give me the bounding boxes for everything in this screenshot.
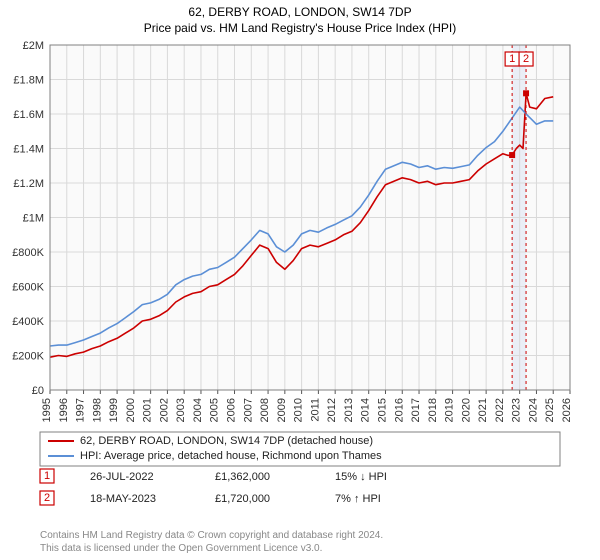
x-tick-label: 2007 [242,398,254,422]
y-tick-label: £400K [12,316,44,328]
x-tick-label: 2003 [175,398,187,422]
chart-title-line1: 62, DERBY ROAD, LONDON, SW14 7DP [188,5,411,19]
y-tick-label: £2M [23,40,44,52]
y-tick-label: £600K [12,282,44,294]
footer-line2: This data is licensed under the Open Gov… [40,543,322,554]
x-tick-label: 2011 [309,398,321,422]
x-tick-label: 2010 [293,398,305,422]
y-tick-label: £1.4M [13,144,44,156]
x-tick-label: 2015 [376,398,388,422]
x-tick-label: 2008 [259,398,271,422]
sale-row-badge: 1 [44,470,50,482]
x-tick-label: 2018 [427,398,439,422]
x-tick-label: 2023 [511,398,523,422]
x-tick-label: 1999 [108,398,120,422]
x-tick-label: 2013 [343,398,355,422]
sale-row-diff: 7% ↑ HPI [335,493,381,505]
chart-title-line2: Price paid vs. HM Land Registry's House … [144,21,456,35]
x-tick-label: 2025 [544,398,556,422]
sale-row-badge: 2 [44,492,50,504]
x-tick-label: 2014 [360,398,372,422]
y-tick-label: £200K [12,351,44,363]
sale-row-date: 26-JUL-2022 [90,471,154,483]
sale-row-diff: 15% ↓ HPI [335,471,387,483]
x-tick-label: 2016 [393,398,405,422]
y-tick-label: £1.6M [13,109,44,121]
sale-marker-badge: 2 [523,53,529,65]
x-tick-label: 1997 [75,398,87,422]
x-tick-label: 1995 [41,398,53,422]
sales-table: 1 26-JUL-2022 £1,362,000 15% ↓ HPI 2 18-MAY-2… [40,469,387,505]
x-tick-label: 1996 [58,398,70,422]
y-tick-label: £1.2M [13,178,44,190]
x-tick-label: 2001 [142,398,154,422]
sale-row-date: 18-MAY-2023 [90,493,156,505]
x-tick-label: 2017 [410,398,422,422]
y-axis: £0 £200K £400K £600K £800K £1M £1.2M £1.4M £1.6M… [12,40,44,397]
legend-label-hpi: HPI: Average price, detached house, Rich… [80,450,382,462]
footer-line1: Contains HM Land Registry data © Crown c… [40,530,383,541]
x-tick-label: 2021 [477,398,489,422]
y-tick-label: £1.8M [13,75,44,87]
x-tick-label: 2024 [527,398,539,422]
legend-label-property: 62, DERBY ROAD, LONDON, SW14 7DP (detach… [80,435,373,447]
x-tick-label: 2020 [460,398,472,422]
chart-container: 62, DERBY ROAD, LONDON, SW14 7DP Price p… [0,0,600,560]
sale-row-price: £1,720,000 [215,493,270,505]
x-tick-label: 2002 [158,398,170,422]
y-tick-label: £800K [12,247,44,259]
x-tick-label: 2026 [561,398,573,422]
sale-row-price: £1,362,000 [215,471,270,483]
y-tick-label: £1M [23,213,44,225]
x-tick-label: 1998 [91,398,103,422]
x-tick-label: 2009 [276,398,288,422]
x-tick-label: 2012 [326,398,338,422]
x-tick-label: 2005 [209,398,221,422]
x-tick-label: 2000 [125,398,137,422]
x-tick-label: 2022 [494,398,506,422]
x-tick-label: 2006 [226,398,238,422]
legend: 62, DERBY ROAD, LONDON, SW14 7DP (detach… [40,432,560,466]
x-axis: 1995 1996 1997 1998 1999 2000 2001 2002 2003 2004… [41,390,573,422]
x-tick-label: 2019 [444,398,456,422]
sale-marker-badge: 1 [509,53,515,65]
x-tick-label: 2004 [192,398,204,422]
y-tick-label: £0 [32,385,44,397]
